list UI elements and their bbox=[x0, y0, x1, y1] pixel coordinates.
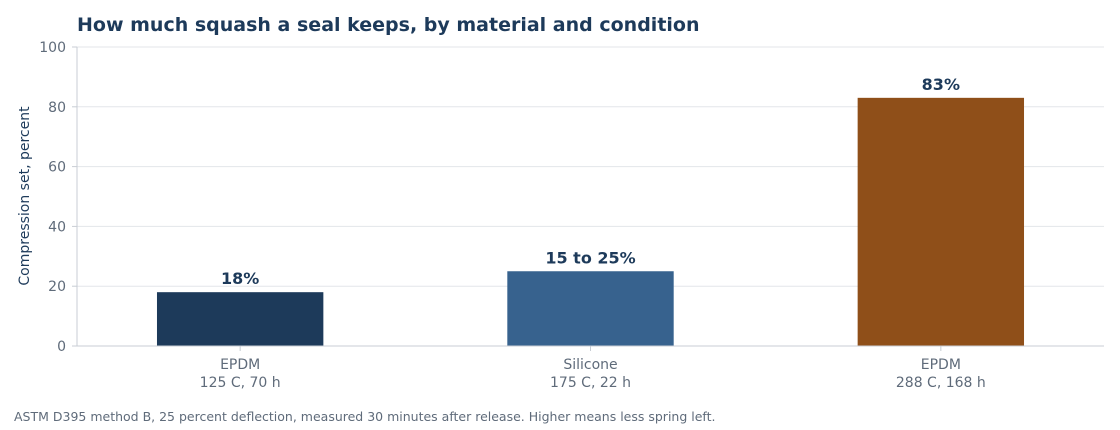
x-tick-label: EPDM bbox=[220, 357, 260, 373]
x-tick-sublabel: 125 C, 70 h bbox=[200, 375, 281, 391]
y-tick-label: 20 bbox=[48, 279, 66, 295]
data-label: 18% bbox=[221, 269, 259, 288]
axes: 0 20 40 60 80 100 EPDM 125 C, 70 h Silicone 175 C… bbox=[39, 40, 1104, 391]
data-labels: 18% 15 to 25% 83% bbox=[221, 75, 960, 288]
x-tick-label: EPDM bbox=[921, 357, 961, 373]
bar bbox=[507, 271, 674, 346]
x-tick-sublabel: 288 C, 168 h bbox=[896, 375, 986, 391]
y-tick-label: 100 bbox=[39, 40, 66, 56]
y-tick-label: 60 bbox=[48, 160, 66, 176]
y-axis-label: Compression set, percent bbox=[17, 106, 33, 286]
footnote: ASTM D395 method B, 25 percent deflectio… bbox=[14, 409, 715, 424]
x-tick-sublabel: 175 C, 22 h bbox=[550, 375, 631, 391]
chart-title: How much squash a seal keeps, by materia… bbox=[77, 14, 700, 36]
y-tick-label: 80 bbox=[48, 100, 66, 116]
y-tick-label: 0 bbox=[57, 339, 66, 355]
bar bbox=[156, 292, 324, 346]
x-tick-label: Silicone bbox=[563, 357, 617, 373]
data-label: 83% bbox=[922, 75, 960, 94]
bar bbox=[857, 97, 1025, 346]
data-label: 15 to 25% bbox=[545, 248, 635, 267]
bars bbox=[156, 97, 1025, 346]
y-tick-label: 40 bbox=[48, 219, 66, 235]
